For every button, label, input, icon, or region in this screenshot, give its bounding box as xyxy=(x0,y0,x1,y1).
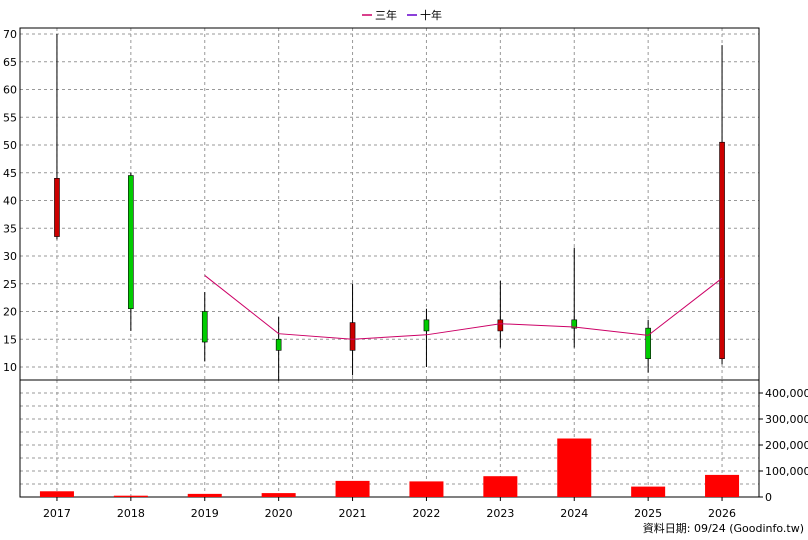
x-tick-label: 2019 xyxy=(191,507,219,520)
x-tick-label: 2026 xyxy=(708,507,736,520)
candle-body xyxy=(423,319,430,332)
candlesticks xyxy=(54,34,725,381)
price-tick-label: 45 xyxy=(3,167,17,180)
candle-body xyxy=(275,338,282,351)
price-tick-label: 35 xyxy=(3,222,17,235)
volume-bar xyxy=(113,495,148,497)
price-tick-label: 55 xyxy=(3,111,17,124)
x-tick-label: 2020 xyxy=(265,507,293,520)
legend-label: 十年 xyxy=(420,8,442,22)
price-tick-label: 25 xyxy=(3,278,17,291)
x-tick-label: 2017 xyxy=(43,507,71,520)
price-tick-label: 10 xyxy=(3,361,17,374)
candle-body xyxy=(128,175,134,310)
price-tick-label: 30 xyxy=(3,250,17,263)
price-tick-label: 20 xyxy=(3,306,17,319)
chart-legend: 三年 十年 xyxy=(362,8,442,22)
x-axis-ticks: 2017 2018 2019 2020 2021 2022 2023 2024 2025 2026 xyxy=(43,497,736,520)
x-tick-label: 2022 xyxy=(412,507,440,520)
candle-body xyxy=(497,319,504,332)
volume-bar xyxy=(705,474,740,497)
x-tick-label: 2023 xyxy=(486,507,514,520)
price-tick-label: 65 xyxy=(3,56,17,69)
volume-panel-frame xyxy=(19,379,760,498)
candle-body xyxy=(645,327,651,359)
volume-gridlines xyxy=(20,379,759,497)
price-tick-label: 50 xyxy=(3,139,17,152)
volume-tick-label: 100,000 xyxy=(765,465,808,478)
volume-bar xyxy=(187,493,222,497)
candle-body xyxy=(571,319,578,329)
volume-bar xyxy=(631,486,666,497)
volume-tick-label: 200,000 xyxy=(765,439,808,452)
price-y-ticks: 10 15 20 25 30 35 40 45 50 55 60 65 70 xyxy=(3,28,17,374)
volume-bar xyxy=(39,491,74,497)
volume-bar xyxy=(557,438,592,497)
candle-body xyxy=(54,178,60,237)
volume-bar xyxy=(261,493,296,497)
price-tick-label: 15 xyxy=(3,333,17,346)
source-note: 資料日期: 09/24 (Goodinfo.tw) xyxy=(643,521,804,535)
volume-y-ticks: 0 100,000 200,000 300,000 400,000 xyxy=(759,387,808,504)
price-tick-label: 70 xyxy=(3,28,17,41)
volume-bar xyxy=(483,476,518,497)
ma-line-三年 xyxy=(204,275,723,340)
x-tick-label: 2018 xyxy=(117,507,145,520)
candle-body xyxy=(201,311,208,343)
candle-body xyxy=(719,141,725,359)
volume-bar xyxy=(335,480,370,497)
x-tick-label: 2021 xyxy=(339,507,367,520)
price-tick-label: 60 xyxy=(3,84,17,97)
price-tick-label: 40 xyxy=(3,195,17,208)
legend-label: 三年 xyxy=(375,8,397,22)
x-tick-label: 2024 xyxy=(560,507,588,520)
volume-bars xyxy=(39,438,740,497)
volume-tick-label: 300,000 xyxy=(765,413,808,426)
volume-bar xyxy=(409,481,444,497)
x-tick-label: 2025 xyxy=(634,507,662,520)
volume-tick-label: 400,000 xyxy=(765,387,808,400)
volume-tick-label: 0 xyxy=(765,491,772,504)
candle-body xyxy=(349,322,356,351)
